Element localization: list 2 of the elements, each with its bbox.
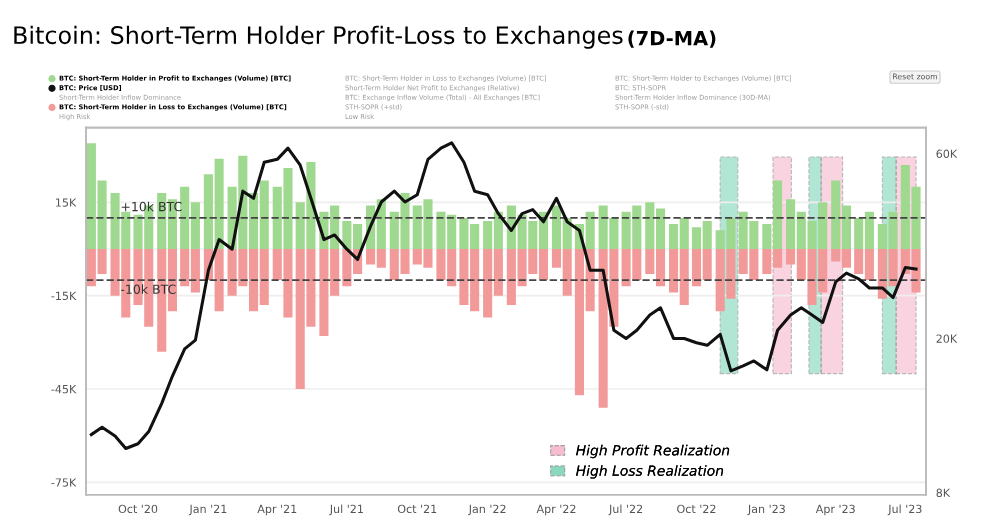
chart-subtitle: (7D-MA) xyxy=(628,30,716,48)
chart-title: Bitcoin: Short-Term Holder Profit-Loss to Exchanges xyxy=(14,25,623,49)
